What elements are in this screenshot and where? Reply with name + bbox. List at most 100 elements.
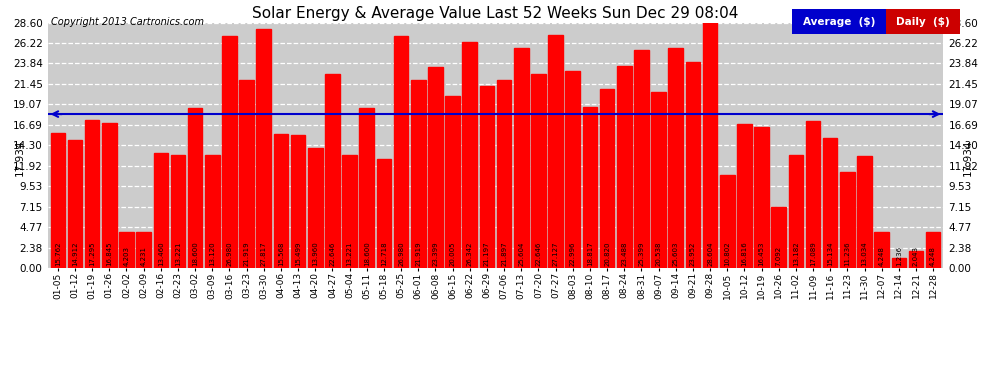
Bar [514, 48, 529, 268]
Bar [720, 176, 735, 268]
Bar [240, 80, 253, 268]
Text: 17.089: 17.089 [810, 241, 816, 266]
Bar [462, 42, 477, 268]
Bar [394, 36, 409, 268]
Bar [634, 50, 648, 268]
Text: 23.399: 23.399 [433, 241, 439, 266]
Text: 21.919: 21.919 [244, 241, 249, 266]
Bar [428, 67, 443, 268]
Text: 13.221: 13.221 [175, 241, 181, 266]
Bar [102, 123, 117, 268]
Bar [479, 86, 494, 268]
Text: 17.934: 17.934 [15, 139, 25, 176]
Text: 14.912: 14.912 [72, 241, 78, 266]
Bar [617, 66, 632, 268]
Text: 13.182: 13.182 [793, 241, 799, 266]
Bar [600, 89, 615, 268]
Text: 1.236: 1.236 [896, 245, 902, 266]
Text: 13.034: 13.034 [861, 241, 867, 266]
Text: 4.203: 4.203 [124, 246, 130, 266]
Bar [738, 124, 751, 268]
Text: 13.120: 13.120 [209, 241, 215, 266]
Bar [256, 29, 271, 268]
Text: 25.603: 25.603 [673, 241, 679, 266]
Text: 11.236: 11.236 [844, 241, 850, 266]
Bar [548, 35, 563, 268]
Text: 21.919: 21.919 [415, 241, 422, 266]
Bar [67, 140, 82, 268]
Text: 21.897: 21.897 [501, 241, 507, 266]
Text: 13.460: 13.460 [157, 241, 163, 266]
Text: 18.600: 18.600 [192, 241, 198, 266]
Text: 15.762: 15.762 [54, 241, 60, 266]
Bar [771, 207, 786, 268]
Text: 16.845: 16.845 [106, 241, 112, 266]
Text: 4.248: 4.248 [879, 246, 885, 266]
Bar [823, 138, 838, 268]
Bar [205, 156, 220, 268]
Bar [841, 172, 854, 268]
Text: 2.043: 2.043 [913, 246, 919, 266]
Bar [754, 127, 769, 268]
Text: Average  ($): Average ($) [803, 16, 875, 27]
Bar [857, 156, 872, 268]
Text: 15.568: 15.568 [278, 241, 284, 266]
Text: 16.453: 16.453 [758, 241, 764, 266]
Bar [651, 92, 666, 268]
Text: 20.538: 20.538 [655, 241, 661, 266]
Bar [565, 70, 580, 268]
Text: 21.197: 21.197 [484, 241, 490, 266]
Text: 18.600: 18.600 [363, 241, 370, 266]
Bar [806, 122, 821, 268]
Bar [376, 159, 391, 268]
Text: 10.802: 10.802 [725, 241, 731, 266]
Bar [291, 135, 305, 268]
Text: 18.817: 18.817 [587, 241, 593, 266]
Bar [686, 62, 700, 268]
Text: 26.980: 26.980 [398, 241, 404, 266]
Bar [85, 120, 99, 268]
Bar [153, 153, 168, 268]
Bar [531, 74, 545, 268]
Bar [325, 74, 340, 268]
Text: 7.092: 7.092 [776, 245, 782, 266]
Bar [411, 80, 426, 268]
Text: 25.399: 25.399 [639, 241, 644, 266]
Text: 17.295: 17.295 [89, 241, 95, 266]
Text: 17.934: 17.934 [963, 139, 973, 176]
Text: 4.248: 4.248 [931, 246, 937, 266]
Bar [497, 80, 512, 268]
Bar [188, 108, 202, 268]
Text: 15.499: 15.499 [295, 241, 301, 266]
Text: 12.718: 12.718 [381, 241, 387, 266]
Text: Solar Energy & Average Value Last 52 Weeks Sun Dec 29 08:04: Solar Energy & Average Value Last 52 Wee… [251, 6, 739, 21]
Bar [909, 251, 924, 268]
Text: Daily  ($): Daily ($) [896, 16, 950, 27]
Text: Copyright 2013 Cartronics.com: Copyright 2013 Cartronics.com [51, 17, 205, 27]
Text: 27.127: 27.127 [552, 241, 558, 266]
Text: 27.817: 27.817 [260, 241, 266, 266]
Bar [119, 232, 134, 268]
Text: 16.816: 16.816 [742, 241, 747, 266]
Bar [222, 36, 237, 268]
Bar [359, 108, 374, 268]
Bar [892, 258, 906, 268]
Text: 20.820: 20.820 [604, 241, 610, 266]
Text: 15.134: 15.134 [828, 241, 834, 266]
Text: 4.231: 4.231 [141, 246, 147, 266]
Text: 13.221: 13.221 [346, 241, 352, 266]
Text: 22.996: 22.996 [569, 241, 576, 266]
Text: 26.342: 26.342 [466, 241, 473, 266]
Bar [137, 232, 150, 268]
Bar [308, 148, 323, 268]
Bar [170, 154, 185, 268]
Bar [789, 155, 803, 268]
Bar [582, 106, 597, 268]
Text: 13.960: 13.960 [312, 241, 318, 266]
Text: 22.646: 22.646 [330, 241, 336, 266]
Text: 25.604: 25.604 [518, 241, 525, 266]
Text: 23.952: 23.952 [690, 241, 696, 266]
Text: 26.980: 26.980 [227, 241, 233, 266]
Text: 28.604: 28.604 [707, 241, 713, 266]
Text: 22.646: 22.646 [536, 241, 542, 266]
